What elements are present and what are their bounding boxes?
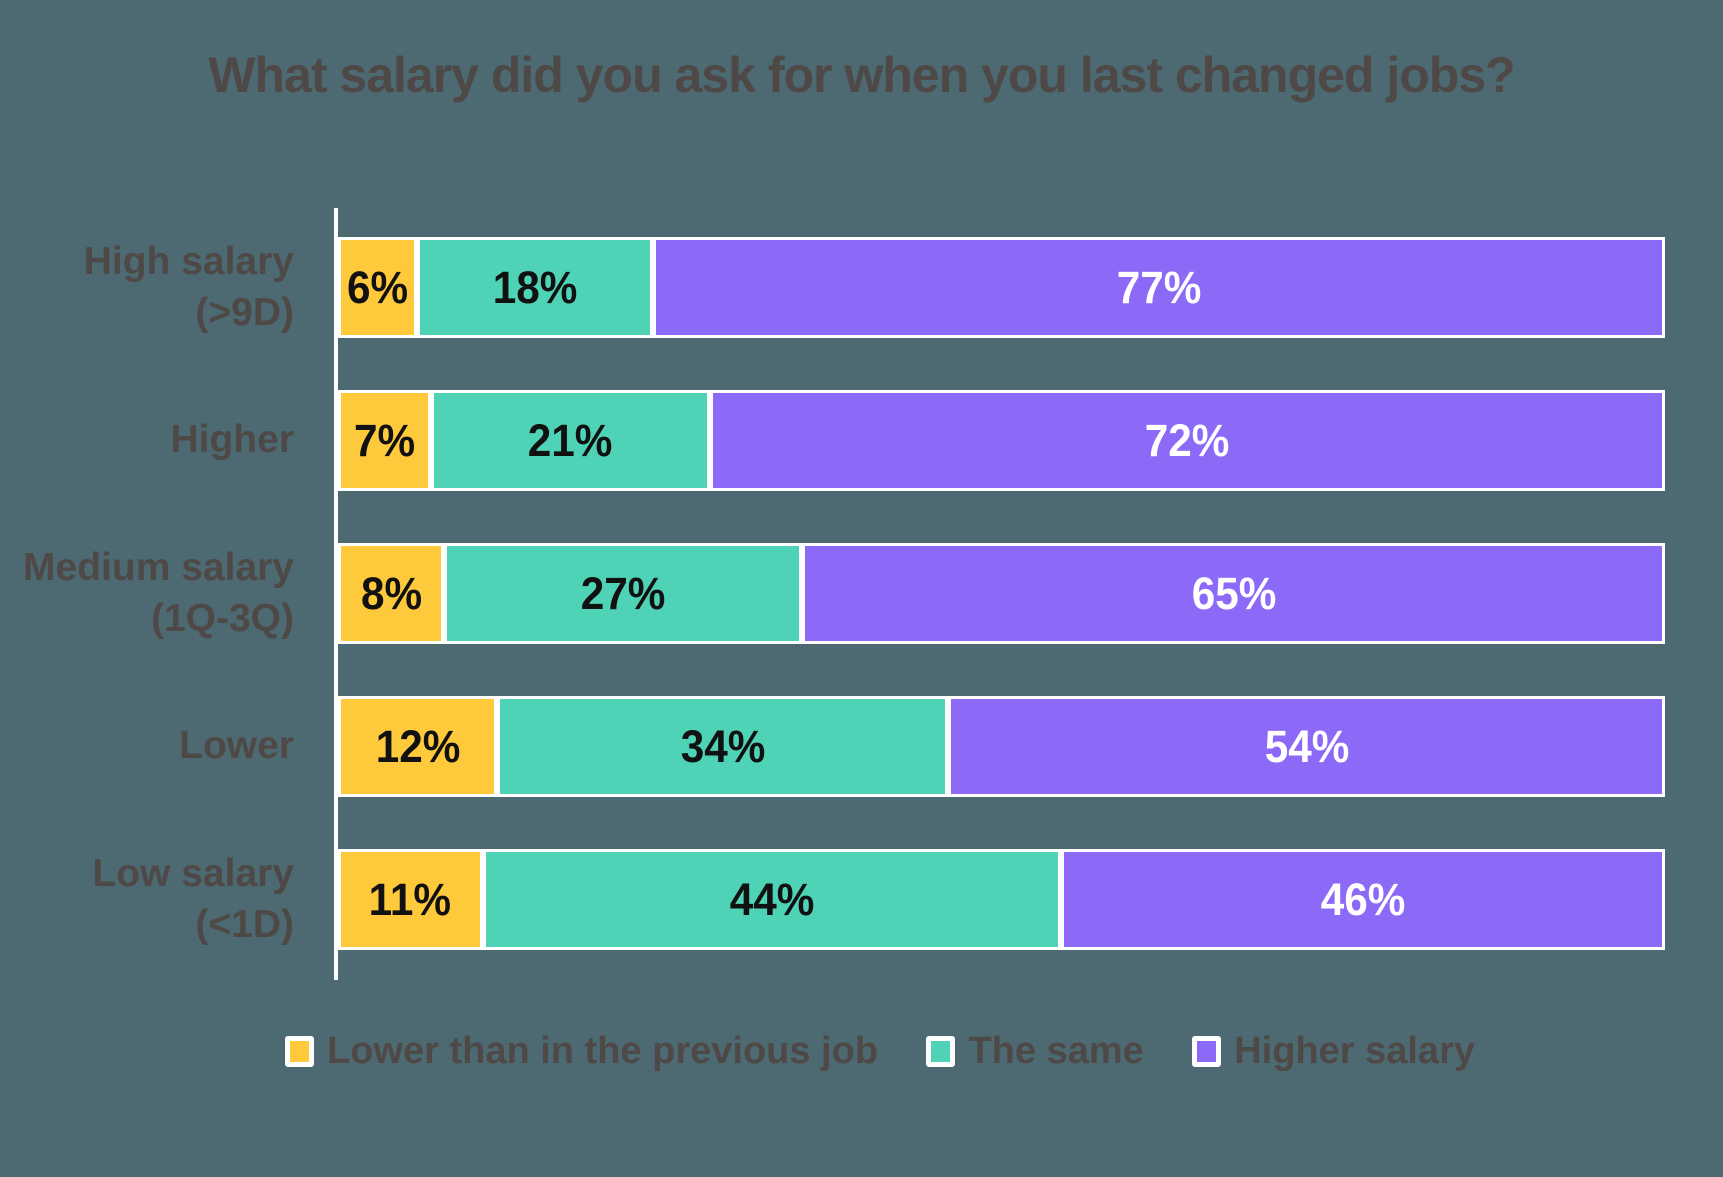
value-label: 27%	[580, 567, 666, 619]
bar-row: High salary (>9D) 6% 18% 77%	[0, 237, 1665, 338]
value-label: 11%	[369, 873, 452, 925]
bar-segment: 8%	[338, 543, 445, 644]
bar-segment: 54%	[948, 696, 1665, 797]
value-label: 18%	[492, 261, 578, 313]
value-label: 7%	[353, 414, 416, 466]
bar-segment: 34%	[497, 696, 949, 797]
legend-swatch	[1192, 1036, 1222, 1067]
legend-label: Higher salary	[1234, 1030, 1475, 1072]
category-label: Lower	[179, 724, 294, 768]
category-label: Medium salary (1Q-3Q)	[23, 545, 294, 640]
bar-row: Medium salary (1Q-3Q) 8% 27% 65%	[0, 543, 1665, 644]
legend-swatch	[285, 1036, 314, 1067]
bar-segment: 11%	[338, 849, 483, 950]
value-label: 12%	[375, 720, 460, 772]
stacked-bar: 6% 18% 77%	[338, 237, 1665, 338]
category-label: Higher	[170, 418, 294, 462]
value-label: 44%	[729, 873, 814, 925]
bar-segment: 44%	[482, 849, 1061, 950]
value-label: 77%	[1116, 261, 1202, 313]
value-label: 21%	[527, 414, 613, 466]
value-label: 65%	[1191, 567, 1277, 619]
bar-segment: 72%	[709, 390, 1665, 491]
legend-swatch	[926, 1036, 956, 1067]
value-label: 46%	[1320, 873, 1406, 925]
legend-label: Lower than in the previous job	[327, 1030, 879, 1072]
bar-segment: 18%	[416, 237, 654, 338]
bar-row: Low salary (<1D) 11% 44% 46%	[0, 849, 1665, 950]
bar-segment: 77%	[653, 237, 1665, 338]
legend-item: The same	[926, 1030, 1144, 1073]
y-axis-line	[334, 208, 338, 980]
chart-title: What salary did you ask for when you las…	[208, 47, 1515, 103]
bar-rows: High salary (>9D) 6% 18% 77% Higher 7% 21% 72% M…	[0, 237, 1665, 1002]
bar-segment: 7%	[338, 390, 431, 491]
value-label: 6%	[346, 261, 408, 313]
value-label: 8%	[360, 567, 422, 619]
legend: Lower than in the previous job The same Hi…	[285, 1030, 1475, 1073]
category-label: Low salary (<1D)	[92, 851, 294, 946]
legend-item: Lower than in the previous job	[285, 1030, 878, 1073]
value-label: 54%	[1264, 720, 1350, 772]
stacked-bar: 12% 34% 54%	[338, 696, 1665, 797]
bar-row: Higher 7% 21% 72%	[0, 390, 1665, 491]
category-label: High salary (>9D)	[83, 239, 294, 334]
bar-segment: 6%	[338, 237, 417, 338]
stacked-bar: 8% 27% 65%	[338, 543, 1665, 644]
value-label: 34%	[680, 720, 766, 772]
bar-row: Lower 12% 34% 54%	[0, 696, 1665, 797]
bar-segment: 12%	[338, 696, 498, 797]
stacked-bar: 11% 44% 46%	[338, 849, 1665, 950]
legend-item: Higher salary	[1192, 1030, 1475, 1073]
bar-segment: 65%	[802, 543, 1665, 644]
value-label: 72%	[1144, 414, 1230, 466]
bar-segment: 21%	[430, 390, 710, 491]
bar-segment: 46%	[1060, 849, 1665, 950]
legend-label: The same	[968, 1030, 1144, 1072]
stacked-bar: 7% 21% 72%	[338, 390, 1665, 491]
bar-segment: 27%	[444, 543, 803, 644]
